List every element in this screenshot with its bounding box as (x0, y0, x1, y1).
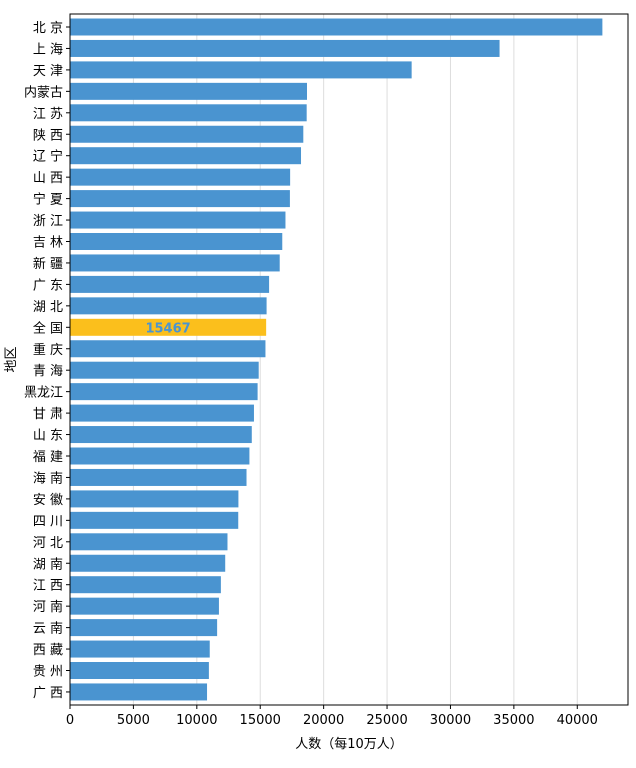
bar (70, 233, 283, 250)
y-tick-label: 山 西 (33, 171, 63, 186)
bar (70, 490, 239, 508)
y-tick-label: 甘 肃 (33, 407, 63, 422)
y-tick-label: 重 庆 (33, 342, 63, 358)
y-tick-label: 湖 北 (33, 300, 63, 315)
y-tick-label: 西 藏 (33, 643, 63, 658)
y-tick-label: 辽 宁 (33, 149, 63, 165)
x-tick-label: 30000 (430, 713, 471, 728)
y-tick-label: 云 南 (33, 621, 63, 637)
bar (70, 361, 259, 379)
y-tick-label: 陕 西 (33, 128, 63, 143)
data-labels: 15467 (145, 321, 190, 336)
x-tick-label: 10000 (176, 713, 217, 728)
bar (70, 404, 254, 422)
bars (70, 18, 603, 701)
bar (70, 340, 266, 358)
y-tick-label: 全 国 (33, 320, 63, 336)
bar (70, 576, 221, 594)
bar (70, 297, 267, 315)
y-tick-label: 浙 江 (33, 214, 63, 229)
x-axis-ticks: 0 5000 10000 15000 20000 25000 30000 35000 40000 (66, 705, 598, 728)
y-tick-label: 上 海 (33, 42, 63, 57)
bar (70, 18, 603, 36)
bar (70, 190, 290, 208)
y-tick-label: 安 徽 (33, 493, 63, 508)
x-tick-label: 35000 (493, 713, 534, 728)
bar (70, 468, 247, 486)
x-tick-label: 40000 (557, 713, 598, 728)
y-tick-label: 河 北 (33, 536, 63, 551)
y-tick-label: 河 南 (33, 599, 63, 615)
y-tick-label: 山 东 (33, 429, 63, 444)
y-tick-label: 内蒙古 (24, 84, 63, 100)
bar (70, 254, 280, 272)
y-tick-label: 贵 州 (33, 665, 63, 680)
bar (70, 104, 307, 122)
bar (70, 125, 304, 143)
highlight-value-label: 15467 (145, 321, 190, 336)
y-tick-label: 北 京 (33, 21, 63, 36)
bar (70, 426, 252, 444)
bar (70, 640, 210, 658)
bar (70, 383, 258, 401)
bar (70, 147, 302, 165)
y-tick-label: 江 西 (33, 579, 63, 594)
y-tick-label: 江 苏 (33, 106, 63, 122)
bar (70, 511, 239, 529)
y-tick-label: 海 南 (33, 470, 63, 486)
y-tick-label: 广 东 (33, 278, 63, 293)
x-tick-label: 25000 (366, 713, 407, 728)
bar (70, 662, 209, 679)
y-tick-label: 四 川 (33, 514, 63, 529)
bar (70, 39, 500, 57)
bar (70, 82, 307, 100)
y-tick-label: 广 西 (33, 686, 63, 701)
bar (70, 275, 270, 293)
bar (70, 211, 286, 229)
bar (70, 168, 291, 186)
y-tick-label: 天 津 (33, 64, 63, 79)
y-tick-label: 湖 南 (33, 556, 63, 572)
x-tick-label: 15000 (240, 713, 281, 728)
y-tick-label: 黑龙江 (24, 386, 63, 401)
bar (70, 533, 228, 551)
bar (70, 61, 412, 79)
plot-frame (69, 13, 629, 706)
bar (70, 683, 208, 701)
y-tick-label: 新 疆 (33, 256, 63, 272)
bar (70, 619, 218, 637)
bar-highlight (70, 318, 267, 336)
y-tick-label: 宁 夏 (33, 192, 63, 208)
x-tick-label: 20000 (303, 713, 344, 728)
x-tick-label: 0 (66, 713, 74, 728)
bar (70, 597, 219, 615)
y-tick-label: 吉 林 (33, 236, 63, 251)
bar (70, 554, 226, 572)
y-axis-label: 地区 (4, 346, 19, 372)
bar (70, 447, 250, 465)
y-tick-label: 青 海 (33, 364, 63, 379)
x-axis-label: 人数（每10万人） (295, 736, 403, 752)
y-tick-label: 福 建 (33, 450, 63, 465)
x-tick-label: 5000 (117, 713, 150, 728)
